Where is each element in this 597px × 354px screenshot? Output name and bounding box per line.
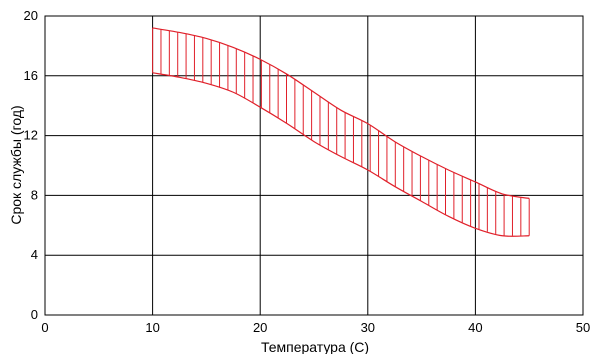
x-axis-ticks: 0 10 20 30 40 50	[41, 320, 590, 335]
y-tick-label: 16	[24, 68, 38, 83]
x-axis-label: Температура (C)	[261, 339, 369, 354]
y-tick-label: 8	[31, 187, 38, 202]
x-tick-label: 10	[145, 320, 159, 335]
y-axis-label: Срок службы (год)	[8, 105, 24, 224]
lower-bound-line	[152, 72, 530, 237]
x-tick-label: 0	[41, 320, 48, 335]
y-tick-label: 4	[31, 247, 38, 262]
y-tick-label: 0	[31, 307, 38, 322]
upper-bound-line	[152, 27, 530, 199]
plot-frame	[44, 15, 584, 316]
chart-band	[152, 27, 530, 237]
y-tick-label: 20	[24, 8, 38, 23]
x-tick-label: 40	[468, 320, 482, 335]
y-axis-ticks: 0 4 8 12 16 20	[24, 8, 38, 322]
y-tick-label: 12	[24, 128, 38, 143]
x-tick-label: 50	[576, 320, 590, 335]
chart-grid	[44, 15, 584, 316]
x-tick-label: 30	[361, 320, 375, 335]
x-tick-label: 20	[253, 320, 267, 335]
